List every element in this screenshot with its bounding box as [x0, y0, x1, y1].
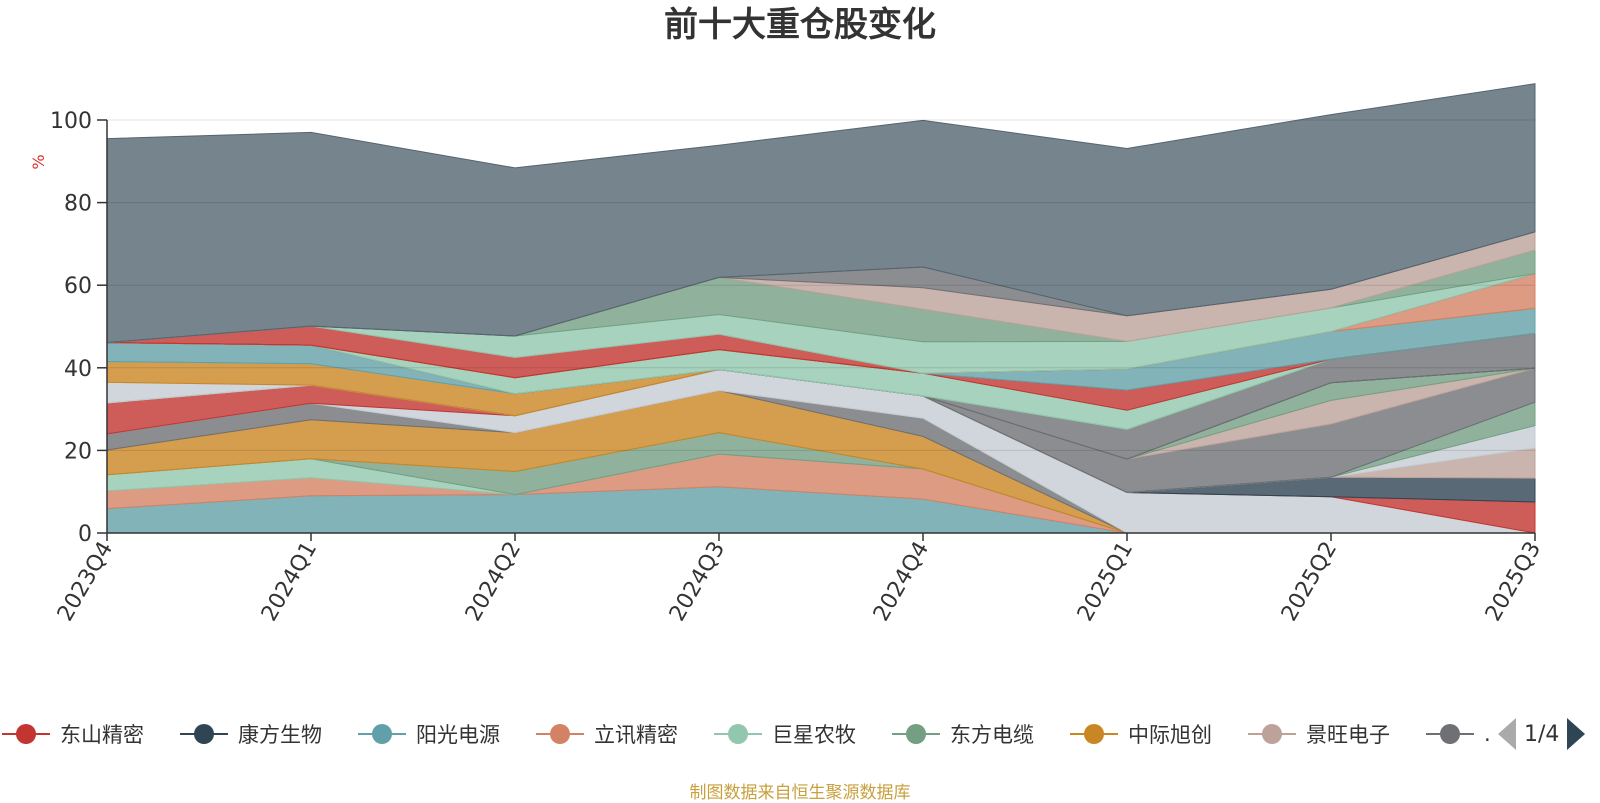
- y-tick-label: 60: [64, 274, 92, 299]
- legend-label: 康方生物: [238, 723, 322, 747]
- legend: 东山精密 康方生物 阳光电源 立讯精密 巨星农牧 东方电缆 中际旭创 景旺电子.: [0, 712, 1600, 756]
- legend-label: 中际旭创: [1128, 723, 1212, 747]
- legend-label: 巨星农牧: [772, 723, 856, 747]
- legend-marker-icon: [714, 724, 762, 744]
- axes: [106, 120, 1535, 534]
- legend-label: 阳光电源: [416, 723, 500, 747]
- legend-next-icon[interactable]: [1567, 718, 1586, 750]
- legend-item[interactable]: 巨星农牧: [712, 712, 856, 756]
- legend-item[interactable]: 东方电缆: [890, 712, 1034, 756]
- x-tick-label: 2024Q4: [869, 538, 934, 626]
- y-tick-label: 0: [78, 522, 92, 547]
- legend-page-indicator: 1/4: [1524, 721, 1560, 747]
- x-tick-label: 2025Q3: [1481, 538, 1546, 626]
- legend-item[interactable]: .: [1424, 712, 1491, 756]
- legend-marker-icon: [2, 724, 50, 744]
- x-tick-label: 2024Q1: [257, 538, 322, 626]
- legend-label: .: [1484, 722, 1491, 746]
- y-tick-label: 20: [64, 439, 92, 464]
- chart-title: 前十大重仓股变化: [664, 5, 936, 45]
- area-layers: [106, 83, 1536, 534]
- legend-item[interactable]: 中际旭创: [1068, 712, 1212, 756]
- y-tick-label: 100: [50, 109, 92, 134]
- legend-marker-icon: [1248, 724, 1296, 744]
- legend-marker-icon: [892, 724, 940, 744]
- legend-label: 立讯精密: [594, 723, 678, 747]
- x-tick-label: 2024Q3: [665, 538, 730, 626]
- legend-item[interactable]: 立讯精密: [534, 712, 678, 756]
- legend-prev-icon[interactable]: [1498, 718, 1516, 750]
- y-tick-label: 40: [64, 357, 92, 382]
- legend-label: 东方电缆: [950, 723, 1034, 747]
- legend-marker-icon: [1070, 724, 1118, 744]
- legend-item[interactable]: 景旺电子: [1246, 712, 1390, 756]
- area-series-36: [106, 83, 1536, 344]
- x-tick-labels: 2023Q4 2024Q1 2024Q2 2024Q3 2024Q4 2025Q1 2025…: [53, 533, 1546, 626]
- legend-label: 东山精密: [60, 723, 144, 747]
- x-tick-label: 2025Q2: [1277, 538, 1342, 626]
- legend-item[interactable]: 康方生物: [178, 712, 322, 756]
- x-tick-label: 2025Q1: [1073, 538, 1138, 626]
- legend-marker-icon: [358, 724, 406, 744]
- legend-item[interactable]: 东山精密: [0, 712, 144, 756]
- x-tick-label: 2024Q2: [461, 538, 526, 626]
- x-tick-label: 2023Q4: [53, 538, 118, 626]
- legend-marker-icon: [1426, 724, 1474, 744]
- legend-marker-icon: [536, 724, 584, 744]
- legend-label: 景旺电子: [1306, 723, 1390, 747]
- y-tick-label: 80: [64, 192, 92, 217]
- y-tick-labels: 0 20 40 60 80 100: [50, 109, 107, 547]
- legend-item[interactable]: 阳光电源: [356, 712, 500, 756]
- legend-pager: 1/4: [1498, 712, 1586, 756]
- y-axis-label: %: [29, 154, 48, 169]
- legend-marker-icon: [180, 724, 228, 744]
- source-note: 制图数据来自恒生聚源数据库: [689, 783, 911, 803]
